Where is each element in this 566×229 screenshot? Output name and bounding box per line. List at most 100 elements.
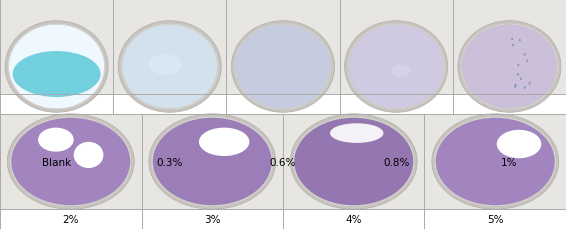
Text: 5%: 5% [487,214,504,224]
Text: 0.8%: 0.8% [383,157,409,167]
Ellipse shape [153,118,272,205]
Ellipse shape [463,26,556,108]
Bar [0,95,113,114]
Ellipse shape [11,118,130,205]
Ellipse shape [11,118,130,205]
Bar [0,209,142,229]
Ellipse shape [462,26,557,109]
Ellipse shape [463,26,556,108]
Ellipse shape [10,117,132,207]
Ellipse shape [463,26,556,108]
Ellipse shape [330,124,383,143]
Ellipse shape [349,26,444,109]
Ellipse shape [463,26,556,108]
Text: 4%: 4% [345,214,362,224]
Ellipse shape [517,74,519,76]
Ellipse shape [235,26,331,109]
Ellipse shape [462,26,557,109]
Ellipse shape [7,114,134,209]
Ellipse shape [121,24,219,110]
Ellipse shape [199,128,250,156]
Bar [424,114,566,209]
Bar [113,0,226,95]
Ellipse shape [74,142,104,168]
Bar [0,0,113,95]
Ellipse shape [294,118,413,205]
Bar [283,114,424,209]
Ellipse shape [349,26,444,109]
Ellipse shape [432,114,559,209]
Ellipse shape [524,54,526,56]
Ellipse shape [526,60,529,63]
Ellipse shape [149,114,276,209]
Bar [113,95,226,114]
Bar [283,209,424,229]
Ellipse shape [235,26,331,109]
Ellipse shape [512,45,514,47]
Ellipse shape [434,117,556,207]
Ellipse shape [153,118,272,205]
Ellipse shape [7,24,106,110]
Ellipse shape [11,118,130,205]
Ellipse shape [231,22,335,113]
Ellipse shape [234,24,332,110]
Ellipse shape [511,38,513,41]
Ellipse shape [514,86,516,88]
Ellipse shape [392,65,410,78]
Ellipse shape [436,118,555,205]
Ellipse shape [463,26,556,108]
Ellipse shape [118,22,221,113]
Bar [226,95,340,114]
Ellipse shape [345,22,448,113]
Ellipse shape [497,130,541,158]
Ellipse shape [9,26,104,109]
Ellipse shape [122,26,217,109]
Text: 1%: 1% [501,157,518,167]
Bar [142,209,283,229]
Ellipse shape [347,24,445,110]
Ellipse shape [436,118,555,205]
Ellipse shape [436,118,555,205]
Ellipse shape [5,22,108,113]
Ellipse shape [463,26,556,108]
Ellipse shape [524,87,526,90]
Ellipse shape [151,117,273,207]
Bar [453,95,566,114]
Ellipse shape [148,55,182,76]
Bar [340,0,453,95]
Ellipse shape [517,65,519,67]
Ellipse shape [463,26,556,108]
Ellipse shape [460,24,559,110]
Text: 0.3%: 0.3% [157,157,183,167]
Text: 3%: 3% [204,214,221,224]
Ellipse shape [38,128,74,152]
Text: Blank: Blank [42,157,71,167]
Text: 0.6%: 0.6% [270,157,296,167]
Ellipse shape [529,83,530,85]
Ellipse shape [463,26,556,108]
Ellipse shape [520,78,522,81]
Bar [453,0,566,95]
Ellipse shape [463,26,556,108]
Ellipse shape [294,118,413,205]
Ellipse shape [290,114,417,209]
Bar [142,114,283,209]
Ellipse shape [9,26,104,109]
Ellipse shape [153,118,272,205]
Bar [424,209,566,229]
Ellipse shape [294,118,413,205]
Bar [226,0,340,95]
Ellipse shape [463,26,556,108]
Text: 2%: 2% [62,214,79,224]
Ellipse shape [293,117,415,207]
Ellipse shape [463,26,556,108]
Ellipse shape [122,26,217,109]
Ellipse shape [463,26,556,108]
Ellipse shape [514,85,517,87]
Ellipse shape [349,26,444,109]
Ellipse shape [458,22,561,113]
Ellipse shape [9,26,104,109]
Ellipse shape [11,118,130,205]
Ellipse shape [12,52,101,98]
Ellipse shape [122,26,217,109]
